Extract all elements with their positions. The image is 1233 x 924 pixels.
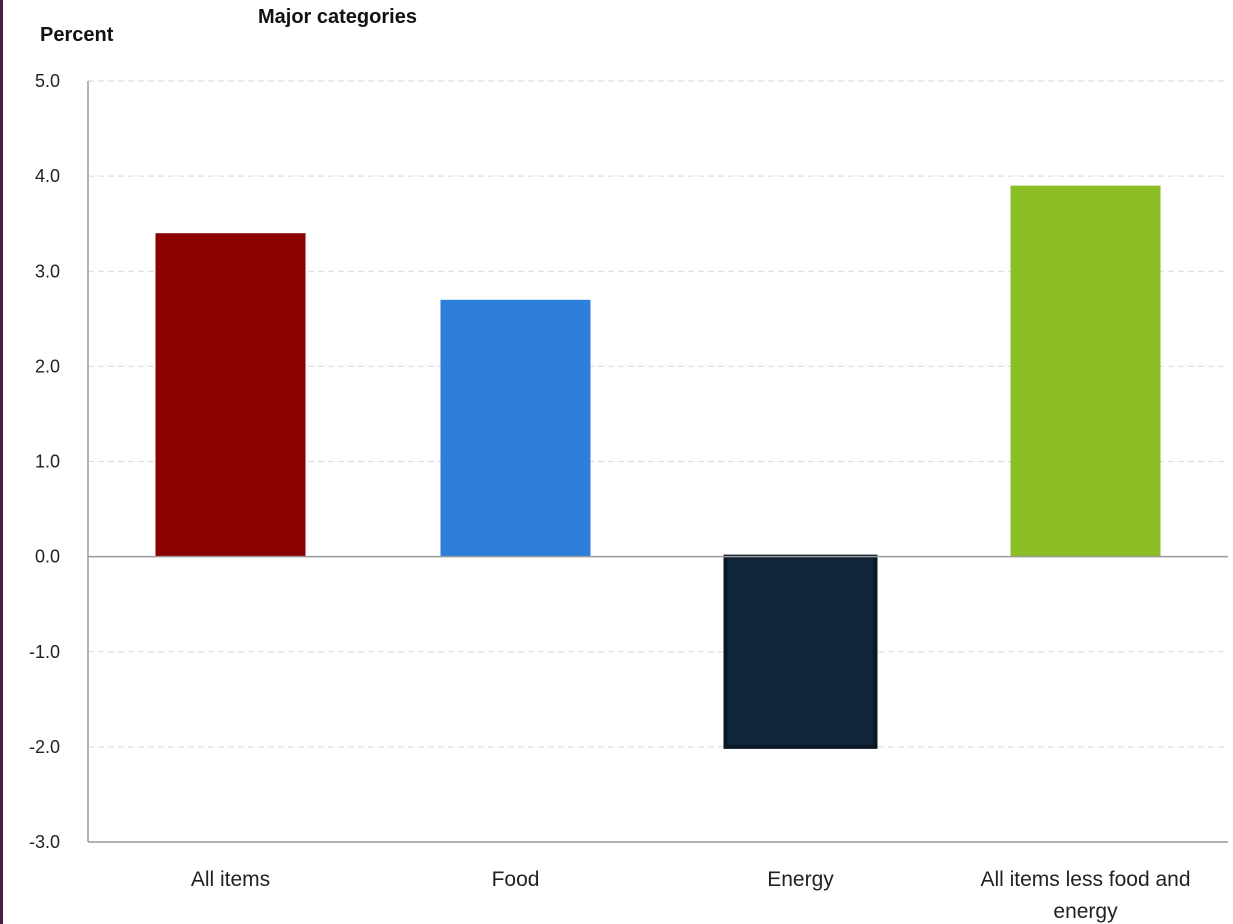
category-labels: All items Food Energy All items less food a…	[191, 868, 1191, 923]
y-tick-label: -2.0	[29, 737, 60, 757]
y-tick-label: 5.0	[35, 71, 60, 91]
axes	[87, 81, 1228, 843]
bar	[440, 299, 591, 557]
y-tick-labels: 5.0 4.0 3.0 2.0 1.0 0.0 -1.0 -2.0 -3.0	[29, 71, 60, 852]
y-tick-label: 2.0	[35, 356, 60, 376]
category-label: Food	[492, 868, 540, 891]
window-edge	[0, 0, 3, 924]
category-label: Energy	[767, 868, 834, 891]
y-tick-label: 4.0	[35, 166, 60, 186]
bar	[1010, 185, 1161, 557]
y-tick-label: -1.0	[29, 642, 60, 662]
y-tick-label: 1.0	[35, 452, 60, 472]
chart-title: Major categories	[258, 6, 417, 28]
bar	[155, 233, 306, 557]
y-tick-label: 3.0	[35, 261, 60, 281]
bar	[723, 554, 878, 749]
y-axis-title: Percent	[40, 24, 114, 46]
y-tick-label: 0.0	[35, 547, 60, 567]
y-tick-label: -3.0	[29, 832, 60, 852]
category-label: All items less food and energy	[980, 868, 1190, 923]
bars	[155, 185, 1161, 749]
category-label: All items	[191, 868, 270, 891]
